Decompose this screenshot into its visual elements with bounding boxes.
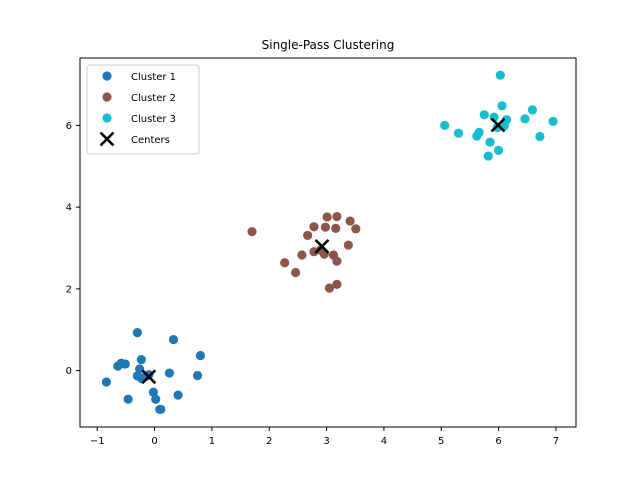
data-point (440, 120, 450, 131)
series-4 (141, 117, 506, 385)
series-1 (101, 328, 206, 415)
data-point (151, 394, 161, 404)
data-point (453, 128, 464, 138)
data-point (495, 70, 505, 80)
legend-marker-x (99, 131, 115, 147)
data-point (520, 114, 530, 124)
x-tick-label: 4 (381, 436, 387, 447)
data-point (309, 222, 319, 232)
data-point (156, 404, 166, 415)
legend-label: Cluster 3 (131, 114, 176, 125)
x-tick-label: 3 (323, 436, 329, 447)
data-point (303, 230, 313, 240)
data-point (136, 354, 146, 365)
y-tick-label: 6 (66, 121, 72, 132)
y-tick-label: 4 (66, 203, 72, 214)
plot-area (101, 70, 558, 415)
y-tick-label: 2 (66, 284, 72, 295)
data-point (195, 350, 206, 361)
x-tick-label: 7 (553, 436, 559, 447)
data-point (192, 370, 203, 381)
data-point (502, 115, 512, 125)
data-point (474, 127, 484, 137)
data-point (345, 216, 355, 226)
data-point (343, 240, 353, 250)
data-point (280, 258, 290, 268)
data-point (320, 222, 331, 232)
data-point (132, 328, 142, 338)
axes-frame (79, 57, 577, 428)
data-point (168, 334, 179, 345)
axes: −1 0 1 2 3 4 5 6 7 0 2 4 6 (66, 57, 577, 447)
legend-label: Cluster 2 (131, 93, 176, 104)
data-point (144, 370, 154, 380)
data-point (148, 387, 158, 397)
data-point (324, 283, 335, 293)
y-tick-label: 0 (66, 366, 72, 377)
data-point (123, 394, 133, 404)
data-point (332, 279, 342, 289)
data-point (297, 250, 307, 260)
legend: Cluster 1 Cluster 2 Cluster 3 Centers (86, 64, 200, 155)
data-point (332, 211, 342, 222)
legend-marker (102, 92, 112, 102)
data-point (351, 224, 361, 234)
data-point (173, 390, 183, 400)
x-tick-label: 0 (151, 436, 157, 447)
data-point (322, 212, 332, 222)
data-point (548, 116, 558, 126)
data-point (247, 227, 257, 237)
data-point (164, 368, 175, 378)
legend-marker (102, 71, 112, 81)
data-point (291, 267, 301, 278)
legend-label: Centers (131, 135, 170, 146)
x-tick-label: 2 (266, 436, 272, 447)
data-point (332, 256, 342, 266)
data-point (497, 101, 507, 111)
data-point (120, 359, 130, 369)
data-point (331, 223, 341, 234)
data-point (483, 151, 493, 161)
chart-title: Single-Pass Clustering (262, 38, 395, 52)
legend-marker (102, 113, 112, 123)
data-point (493, 145, 504, 155)
x-tick-label: 5 (438, 436, 444, 447)
legend-box (86, 64, 200, 155)
data-point (485, 137, 495, 147)
center-marker (314, 238, 330, 254)
data-point (479, 110, 489, 120)
data-point (101, 377, 111, 387)
legend-label: Cluster 1 (131, 72, 176, 83)
x-tick-label: 1 (209, 436, 215, 447)
data-point (527, 105, 538, 115)
x-tick-label: −1 (90, 436, 105, 447)
center-marker (490, 117, 506, 133)
data-point (535, 131, 545, 142)
x-tick-label: 6 (495, 436, 501, 447)
center-marker (141, 369, 157, 385)
